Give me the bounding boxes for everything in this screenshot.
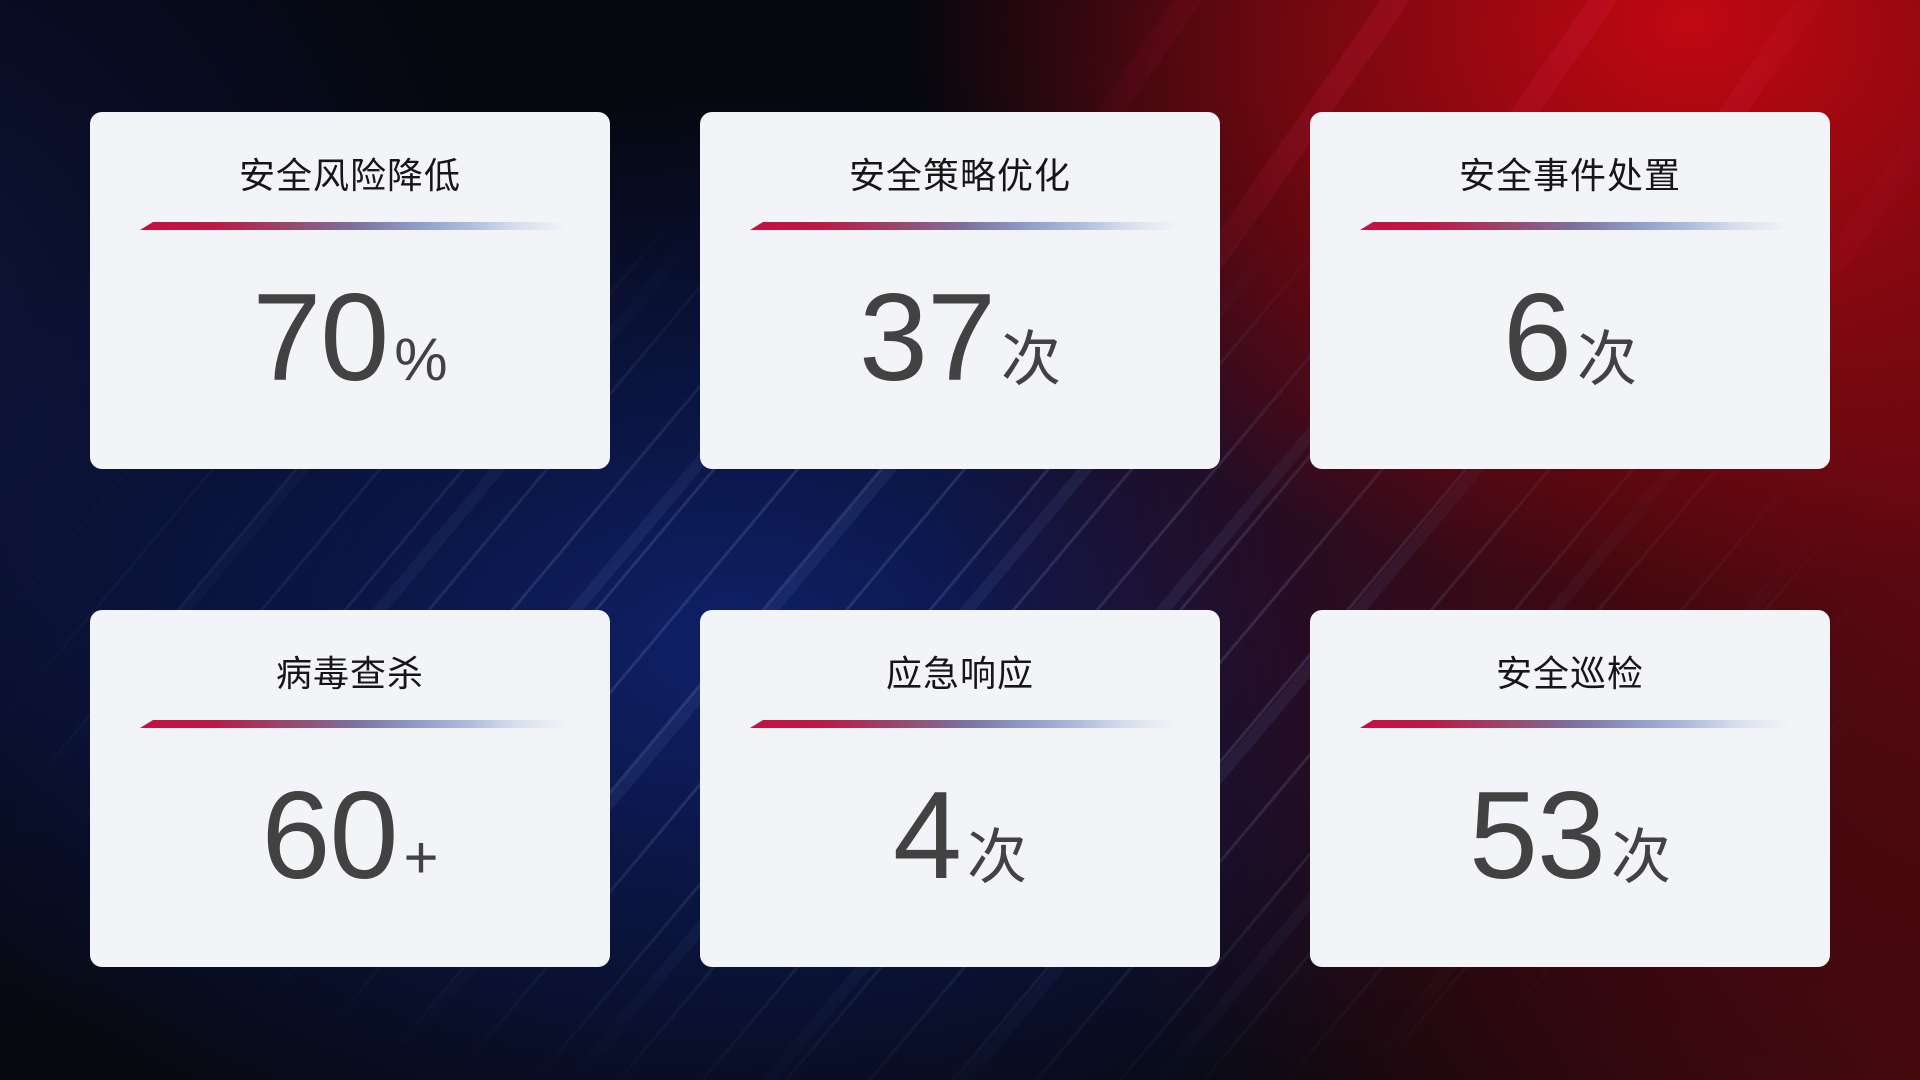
stat-card-security-incident-handling: 安全事件处置 6 次: [1310, 112, 1830, 469]
card-title: 安全策略优化: [848, 155, 1071, 196]
card-title: 安全风险降低: [238, 155, 461, 196]
stat-row: 6 次: [1503, 276, 1637, 400]
stat-unit: 次: [966, 824, 1027, 891]
gradient-divider: [140, 720, 586, 728]
card-title: 安全事件处置: [1458, 155, 1681, 196]
stat-card-security-inspection: 安全巡检 53 次: [1310, 610, 1830, 967]
gradient-divider: [750, 222, 1196, 230]
card-title: 应急响应: [885, 653, 1034, 694]
divider-wrap: [1310, 720, 1830, 728]
stat-value: 70: [252, 269, 389, 407]
stat-row: 60 +: [262, 774, 439, 898]
card-title: 安全巡检: [1495, 653, 1644, 694]
card-title: 病毒查杀: [275, 653, 424, 694]
stat-value: 53: [1469, 767, 1606, 905]
stat-unit: 次: [1576, 326, 1637, 393]
stat-value: 6: [1503, 269, 1572, 407]
stat-card-virus-scan: 病毒查杀 60 +: [90, 610, 610, 967]
stat-row: 37 次: [859, 276, 1061, 400]
gradient-divider: [1360, 720, 1806, 728]
stat-unit: 次: [1610, 824, 1671, 891]
divider-wrap: [700, 720, 1220, 728]
stat-unit: 次: [1000, 326, 1061, 393]
stat-value: 60: [261, 767, 399, 905]
stat-row: 70 %: [252, 276, 447, 400]
gradient-divider: [1360, 222, 1806, 230]
stat-unit: +: [403, 824, 439, 891]
stat-row: 53 次: [1469, 774, 1671, 898]
divider-wrap: [1310, 222, 1830, 230]
stat-value: 37: [859, 269, 996, 407]
stat-value: 4: [893, 767, 962, 905]
divider-wrap: [90, 222, 610, 230]
divider-wrap: [90, 720, 610, 728]
stat-card-emergency-response: 应急响应 4 次: [700, 610, 1220, 967]
gradient-divider: [140, 222, 586, 230]
stat-unit: %: [394, 326, 448, 393]
stat-row: 4 次: [893, 774, 1027, 898]
stat-card-security-policy-optimization: 安全策略优化 37 次: [700, 112, 1220, 469]
stat-card-security-risk-reduction: 安全风险降低 70 %: [90, 112, 610, 469]
kpi-grid: 安全风险降低 70 % 安全策略优化 37 次 安全事件处置: [90, 112, 1830, 967]
divider-wrap: [700, 222, 1220, 230]
gradient-divider: [750, 720, 1196, 728]
